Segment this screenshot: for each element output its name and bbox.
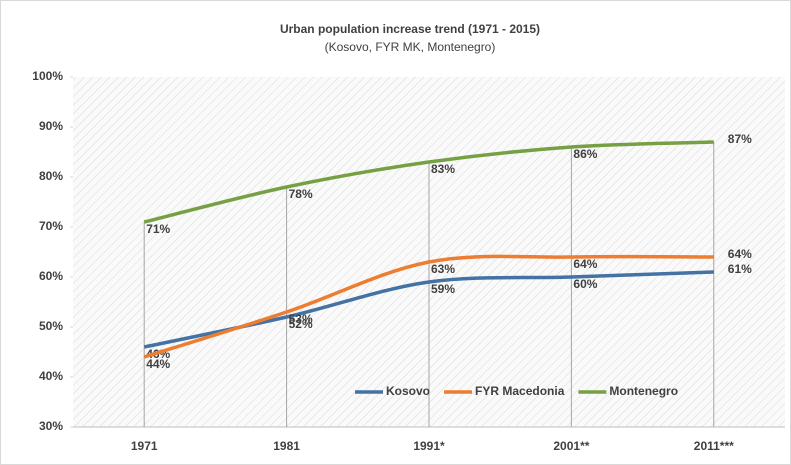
y-tick-label: 80% bbox=[39, 169, 63, 183]
y-tick-label: 60% bbox=[39, 269, 63, 283]
x-tick-label: 1971 bbox=[131, 439, 158, 453]
legend-label: FYR Macedonia bbox=[475, 384, 565, 398]
y-tick-label: 50% bbox=[39, 319, 63, 333]
y-tick-label: 40% bbox=[39, 369, 63, 383]
legend-label: Kosovo bbox=[386, 384, 430, 398]
series-line bbox=[143, 254, 714, 359]
x-tick-label: 1981 bbox=[273, 439, 300, 453]
data-label: 61% bbox=[728, 262, 752, 276]
data-label: 87% bbox=[728, 132, 752, 146]
data-label: 53% bbox=[289, 312, 313, 326]
data-label: 78% bbox=[289, 187, 313, 201]
series-line bbox=[143, 140, 714, 224]
data-label: 59% bbox=[431, 282, 455, 296]
data-label: 64% bbox=[728, 247, 752, 261]
y-tick-label: 100% bbox=[32, 69, 63, 83]
x-tick-label: 2001** bbox=[553, 439, 589, 453]
data-label: 83% bbox=[431, 162, 455, 176]
y-tick-label: 90% bbox=[39, 119, 63, 133]
data-label: 71% bbox=[146, 222, 170, 236]
data-label: 60% bbox=[573, 277, 597, 291]
data-label: 64% bbox=[573, 257, 597, 271]
data-label: 52% bbox=[289, 317, 313, 331]
y-tick-label: 70% bbox=[39, 219, 63, 233]
y-tick-label: 30% bbox=[39, 419, 63, 433]
data-label: 63% bbox=[431, 262, 455, 276]
data-label: 44% bbox=[146, 357, 170, 371]
chart-subtitle: (Kosovo, FYR MK, Montenegro) bbox=[325, 40, 496, 54]
data-label: 86% bbox=[573, 147, 597, 161]
chart-title: Urban population increase trend (1971 - … bbox=[280, 22, 540, 36]
legend-label: Montenegro bbox=[609, 384, 678, 398]
x-tick-label: 1991* bbox=[413, 439, 445, 453]
x-tick-label: 2011*** bbox=[694, 439, 734, 453]
